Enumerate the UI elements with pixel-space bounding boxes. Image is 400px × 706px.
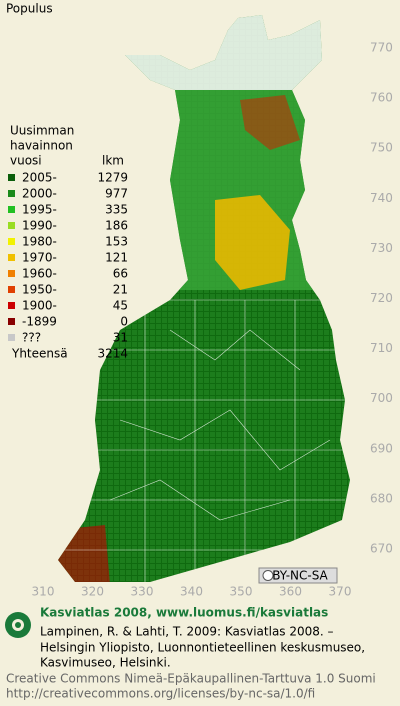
citation: Helsingin Yliopisto, Luonnontieteellinen… (40, 641, 365, 655)
total-label: Yhteensä (11, 347, 68, 361)
title: Populus (6, 2, 53, 16)
x-axis-label: 330 (131, 585, 154, 599)
legend-column: vuosi (10, 154, 42, 168)
legend-heading: Uusimman (10, 124, 74, 138)
legend-column: lkm (102, 154, 124, 168)
legend-label: 1950- (22, 283, 57, 297)
legend-swatch (8, 302, 15, 309)
logo (5, 612, 31, 638)
y-axis-label: 680 (370, 491, 393, 505)
y-axis-label: 720 (370, 291, 393, 305)
legend-count: 66 (113, 267, 128, 281)
legend-count: 45 (113, 299, 128, 313)
y-axis-label: 750 (370, 141, 393, 155)
legend-heading: havainnon (10, 139, 73, 153)
legend-label: 1995- (22, 203, 57, 217)
legend-count: 0 (120, 315, 128, 329)
legend-label: 1960- (22, 267, 57, 281)
legend-swatch (8, 222, 15, 229)
legend-label: 2000- (22, 187, 57, 201)
y-axis-label: 760 (370, 91, 393, 105)
y-axis-label: 690 (370, 441, 393, 455)
footer-heading: Kasviatlas 2008, www.luomus.fi/kasviatla… (40, 606, 328, 620)
legend-count: 21 (113, 283, 128, 297)
legend-count: 335 (105, 203, 128, 217)
legend-swatch (8, 334, 15, 341)
legend-count: 121 (105, 251, 128, 265)
legend-swatch (8, 206, 15, 213)
legend-swatch (8, 238, 15, 245)
map-shape (58, 15, 350, 582)
legend-label: -1899 (22, 315, 57, 329)
y-axis-label: 670 (370, 542, 393, 556)
legend-swatch (8, 286, 15, 293)
legend-count: 153 (105, 235, 128, 249)
x-axis-label: 360 (279, 585, 302, 599)
license-url: http://creativecommons.org/licenses/by-n… (6, 687, 315, 701)
legend-label: 2005- (22, 171, 57, 185)
legend-swatch (8, 190, 15, 197)
legend-swatch (8, 318, 15, 325)
cc-badge: BY-NC-SA (258, 567, 338, 584)
total-value: 3214 (97, 347, 128, 361)
y-axis-label: 770 (370, 41, 393, 55)
x-axis-label: 370 (329, 585, 352, 599)
legend-count: 31 (113, 331, 128, 345)
legend-label: 1980- (22, 235, 57, 249)
y-axis-label: 710 (370, 341, 393, 355)
legend-label: 1990- (22, 219, 57, 233)
legend-count: 977 (105, 187, 128, 201)
x-axis-label: 340 (180, 585, 203, 599)
legend-label: 1900- (22, 299, 57, 313)
legend-label: ??? (22, 331, 41, 345)
legend-swatch (8, 254, 15, 261)
x-axis-label: 350 (230, 585, 253, 599)
badge-text: BY-NC-SA (272, 569, 328, 583)
legend-swatch (8, 174, 15, 181)
y-axis-label: 700 (370, 391, 393, 405)
x-axis-label: 320 (81, 585, 104, 599)
y-axis-label: 740 (370, 191, 393, 205)
citation: Lampinen, R. & Lahti, T. 2009: Kasviatla… (40, 625, 334, 639)
legend-label: 1970- (22, 251, 57, 265)
x-axis-label: 310 (32, 585, 55, 599)
legend-count: 1279 (97, 171, 128, 185)
citation: Kasvimuseo, Helsinki. (40, 656, 171, 670)
license: Creative Commons Nimeä-Epäkaupallinen-Ta… (6, 672, 376, 686)
y-axis-label: 730 (370, 241, 393, 255)
legend-count: 186 (105, 219, 128, 233)
legend-swatch (8, 270, 15, 277)
